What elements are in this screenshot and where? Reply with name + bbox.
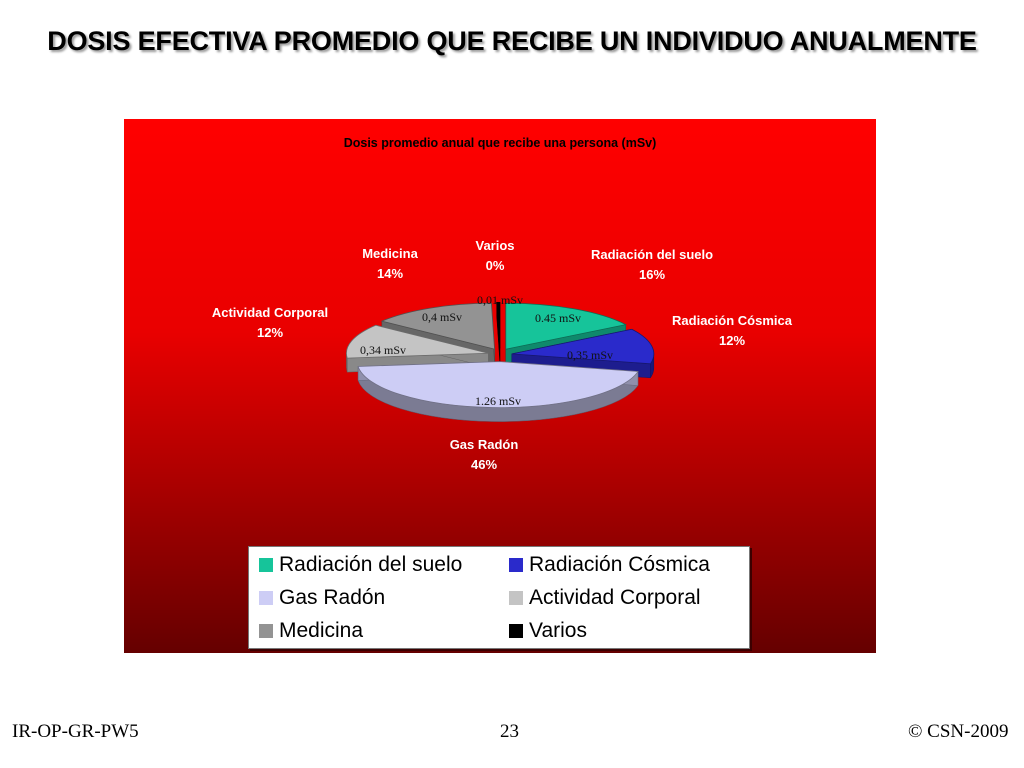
legend-label: Gas Radón — [279, 586, 386, 609]
legend-item: Radiación Cósmica — [509, 553, 710, 577]
legend-label: Medicina — [279, 619, 364, 642]
copyright: © CSN-2009 — [908, 721, 1009, 742]
pie-slice — [357, 361, 639, 422]
legend-item: Varios — [509, 619, 587, 643]
legend-item: Gas Radón — [259, 586, 385, 610]
slice-category-label: Varios 0% — [475, 238, 514, 273]
legend-item: Radiación del suelo — [259, 553, 462, 577]
chart-legend: Radiación del suelo Radiación Cósmica Ga… — [248, 546, 750, 649]
legend-swatch — [259, 558, 273, 572]
legend-swatch — [509, 558, 523, 572]
legend-label: Radiación Cósmica — [529, 553, 710, 576]
legend-label: Radiación del suelo — [279, 553, 463, 576]
slide-title: DOSIS EFECTIVA PROMEDIO QUE RECIBE UN IN… — [47, 26, 977, 56]
slice-value-label: 0,34 mSv — [360, 343, 406, 357]
slice-value-label: 0.45 mSv — [535, 311, 581, 325]
legend-swatch — [509, 624, 523, 638]
legend-swatch — [259, 624, 273, 638]
legend-item: Medicina — [259, 619, 363, 643]
footer-code: IR-OP-GR-PW5 — [12, 721, 139, 742]
slice-category-label: Actividad Corporal 12% — [212, 305, 328, 340]
legend-swatch — [259, 591, 273, 605]
slice-value-label: 1.26 mSv — [475, 394, 521, 408]
pie-chart: 0.45 mSv 0,35 mSv 1.26 mSv 0,34 mSv 0,4 mSv 0… — [212, 238, 793, 472]
slice-value-label: 0,01 mSv — [477, 293, 523, 307]
slice-category-label: Gas Radón 46% — [450, 437, 519, 472]
legend-label: Varios — [529, 619, 587, 642]
chart-area: Dosis promedio anual que recibe una pers… — [124, 119, 876, 653]
chart-title: Dosis promedio anual que recibe una pers… — [343, 136, 657, 150]
legend-item: Actividad Corporal — [509, 586, 701, 610]
slice-category-label: Radiación Cósmica 12% — [672, 313, 793, 348]
slice-value-label: 0,35 mSv — [567, 348, 613, 362]
pie-slice — [496, 301, 501, 363]
legend-label: Actividad Corporal — [529, 586, 701, 609]
legend-swatch — [509, 591, 523, 605]
slice-category-label: Medicina 14% — [362, 246, 418, 281]
slice-category-label: Radiación del suelo 16% — [591, 247, 713, 282]
slice-value-label: 0,4 mSv — [422, 310, 462, 324]
page-number: 23 — [500, 721, 519, 742]
